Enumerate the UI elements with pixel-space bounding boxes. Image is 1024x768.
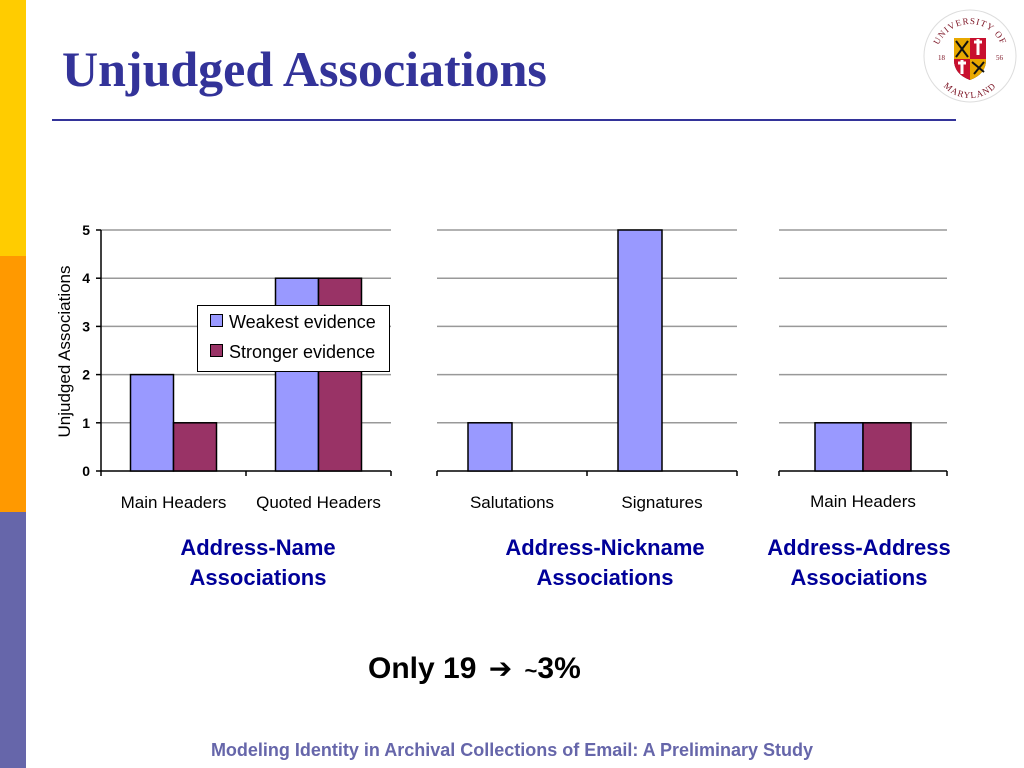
bar xyxy=(467,422,513,472)
slide-footer: Modeling Identity in Archival Collection… xyxy=(210,740,814,760)
title-divider xyxy=(52,119,956,121)
group-label-address-address: Address-Address Associations xyxy=(746,533,972,593)
legend-swatch-weakest xyxy=(210,314,223,327)
seal-year-right: 56 xyxy=(996,54,1004,62)
y-tick-label: 4 xyxy=(82,270,90,286)
x-tick-label: Main Headers xyxy=(121,493,227,512)
sidebar-band-orange xyxy=(0,256,26,512)
chart-legend: Weakest evidence Stronger evidence xyxy=(197,305,390,372)
seal-year-left: 18 xyxy=(938,54,946,62)
bar xyxy=(172,422,218,472)
legend-label-stronger: Stronger evidence xyxy=(229,342,376,362)
y-tick-label: 5 xyxy=(82,222,90,238)
y-tick-label: 2 xyxy=(82,367,90,383)
bar xyxy=(129,373,175,472)
sidebar-stripe xyxy=(0,0,26,768)
sidebar-band-purple xyxy=(0,512,26,768)
legend-swatch-stronger xyxy=(210,344,223,357)
y-tick-label: 1 xyxy=(82,415,90,431)
group-label-line: Address-Address xyxy=(767,535,951,560)
sidebar-band-yellow xyxy=(0,0,26,256)
group-label-line: Associations xyxy=(189,565,327,590)
arrow-right-icon: ➔ xyxy=(488,652,513,685)
group-label-line: Address-Name xyxy=(180,535,336,560)
y-axis-title: Unjudged Associations xyxy=(55,265,74,437)
takeaway-prefix: Only 19 xyxy=(368,652,477,685)
legend-label-weakest: Weakest evidence xyxy=(229,312,376,332)
x-tick-label: Salutations xyxy=(470,493,554,512)
x-tick-label: Main Headers xyxy=(810,492,916,511)
takeaway-tilde: ~ xyxy=(524,658,538,683)
seal-shield xyxy=(954,38,986,80)
slide-title: Unjudged Associations xyxy=(62,41,547,97)
bar xyxy=(862,422,912,472)
bar xyxy=(814,422,864,472)
legend-item-stronger: Stronger evidence xyxy=(210,342,375,363)
chart-layer: 0 1 2 3 4 5 Unjudged Associations Main Headers Q… xyxy=(55,222,948,512)
group-label-line: Associations xyxy=(536,565,674,590)
legend-item-weakest: Weakest evidence xyxy=(210,312,376,333)
takeaway-text: Only 19 ➔ ~3% xyxy=(368,652,581,686)
bar xyxy=(617,229,663,472)
y-tick-label: 3 xyxy=(82,318,90,334)
university-seal-logo: UNIVERSITY OF MARYLAND 18 56 xyxy=(923,9,1017,103)
group-label-line: Associations xyxy=(790,565,928,590)
x-tick-label: Quoted Headers xyxy=(256,493,381,512)
y-tick-label: 0 xyxy=(82,463,90,479)
group-label-address-nickname: Address-Nickname Associations xyxy=(474,533,736,593)
group-label-line: Address-Nickname xyxy=(505,535,705,560)
takeaway-suffix: 3% xyxy=(537,652,581,685)
x-tick-label: Signatures xyxy=(621,493,702,512)
group-label-address-name: Address-Name Associations xyxy=(148,533,368,593)
